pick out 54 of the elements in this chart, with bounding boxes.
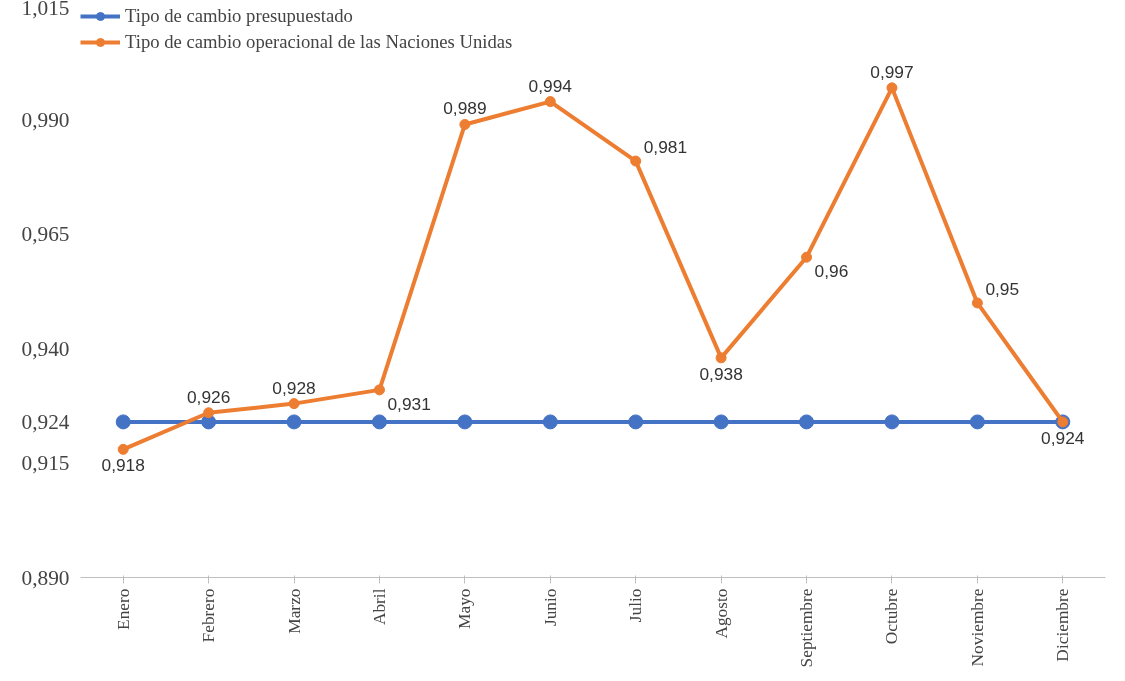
point	[971, 297, 983, 309]
y-tick-label: 0,915	[21, 451, 70, 476]
x-tick-label: Abril	[369, 588, 389, 626]
data-label: 0,96	[814, 261, 849, 282]
data-label: 0,924	[1041, 427, 1085, 448]
data-label: 0,997	[870, 61, 914, 82]
point	[373, 384, 385, 396]
data-label: 0,989	[443, 98, 487, 119]
point	[203, 407, 215, 419]
x-tick-label: Febrero	[199, 588, 219, 643]
y-tick-label: 0,965	[21, 222, 70, 247]
y-tick-label: 1,015	[21, 0, 70, 20]
data-label: 0,938	[699, 363, 743, 384]
x-tick-label: Septiembre	[797, 588, 817, 668]
point	[459, 118, 471, 130]
point	[457, 414, 473, 430]
point	[799, 414, 815, 430]
point	[715, 352, 727, 364]
point	[630, 155, 642, 167]
legend-label: Tipo de cambio operacional de las Naciones Unidas	[125, 31, 513, 53]
point	[713, 414, 729, 430]
y-tick-label: 0,924	[21, 409, 70, 434]
data-label: 0,95	[985, 278, 1020, 299]
x-tick-label: Marzo	[284, 588, 304, 634]
point	[801, 251, 813, 263]
y-tick-label: 0,940	[21, 336, 70, 361]
point	[286, 414, 302, 430]
data-label: 0,931	[387, 393, 431, 414]
x-tick-label: Diciembre	[1053, 588, 1073, 662]
data-label: 0,928	[272, 377, 316, 398]
point	[542, 414, 558, 430]
point	[886, 82, 898, 94]
data-label: 0,926	[186, 386, 231, 407]
point	[371, 414, 387, 430]
x-tick-label: Julio	[626, 588, 646, 623]
point	[884, 414, 900, 430]
x-tick-label: Junio	[540, 588, 560, 627]
x-tick-label: Agosto	[711, 588, 731, 639]
point	[117, 443, 129, 455]
x-tick-label: Octubre	[882, 588, 902, 645]
data-label: 0,994	[528, 75, 573, 96]
x-tick-label: Enero	[113, 588, 133, 630]
data-label: 0,981	[643, 137, 688, 158]
y-tick-label: 0,990	[21, 107, 70, 132]
point	[115, 414, 131, 430]
data-label: 0,918	[101, 455, 145, 476]
point	[544, 96, 556, 108]
y-tick-label: 0,890	[21, 565, 70, 590]
point	[969, 414, 985, 430]
x-tick-label: Mayo	[455, 588, 475, 629]
legend-label: Tipo de cambio presupuestado	[125, 5, 353, 27]
x-tick-label: Noviembre	[967, 588, 987, 667]
point	[628, 414, 644, 430]
point	[288, 398, 300, 410]
